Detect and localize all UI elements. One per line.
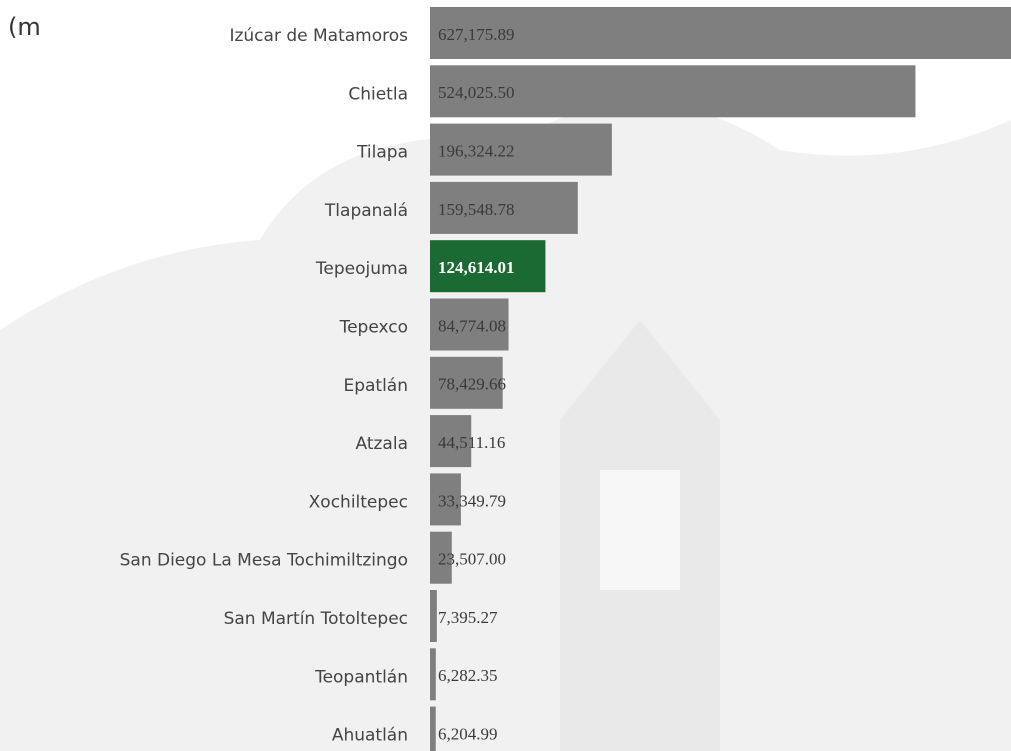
category-label: Tepeojuma <box>315 259 408 279</box>
bar <box>430 65 916 118</box>
bar <box>430 415 472 468</box>
bar <box>430 531 452 584</box>
category-label: Tilapa <box>356 143 408 163</box>
value-label: 196,324.22 <box>438 142 515 161</box>
category-label: Tepexco <box>339 318 408 338</box>
category-label: Chietla <box>348 84 408 104</box>
bar <box>430 590 437 642</box>
value-label: 23,507.00 <box>438 550 506 569</box>
bar <box>430 298 509 351</box>
background-silhouette <box>0 102 1011 751</box>
value-label: 7,395.27 <box>438 608 498 627</box>
category-label: Tlapanalá <box>324 201 408 221</box>
value-label: 159,548.78 <box>438 200 515 219</box>
value-label: 124,614.01 <box>438 258 515 277</box>
bar <box>430 706 436 751</box>
category-label: Epatlán <box>343 376 408 396</box>
bar <box>430 648 436 701</box>
value-label: 84,774.08 <box>438 316 506 335</box>
bar <box>430 7 1011 59</box>
category-label: Teopantlán <box>314 667 408 687</box>
category-label: San Diego La Mesa Tochimiltzingo <box>120 551 408 571</box>
value-label: 78,429.66 <box>438 375 506 394</box>
category-label: Atzala <box>356 434 408 454</box>
value-label: 44,511.16 <box>438 433 505 452</box>
value-label: 6,282.35 <box>438 666 498 685</box>
category-label: San Martín Totoltepec <box>224 609 408 629</box>
value-label: 524,025.50 <box>438 83 515 102</box>
category-label: Ahuatlán <box>332 726 408 746</box>
bar <box>430 181 578 234</box>
value-label: 627,175.89 <box>438 25 515 44</box>
bar <box>430 473 461 526</box>
bar <box>430 240 546 293</box>
subtitle: (m <box>8 13 41 41</box>
bar <box>430 356 503 409</box>
value-label: 33,349.79 <box>438 491 506 510</box>
bar <box>430 123 612 176</box>
value-label: 6,204.99 <box>438 725 498 744</box>
category-label: Xochiltepec <box>309 492 408 512</box>
category-label: Izúcar de Matamoros <box>229 26 408 46</box>
